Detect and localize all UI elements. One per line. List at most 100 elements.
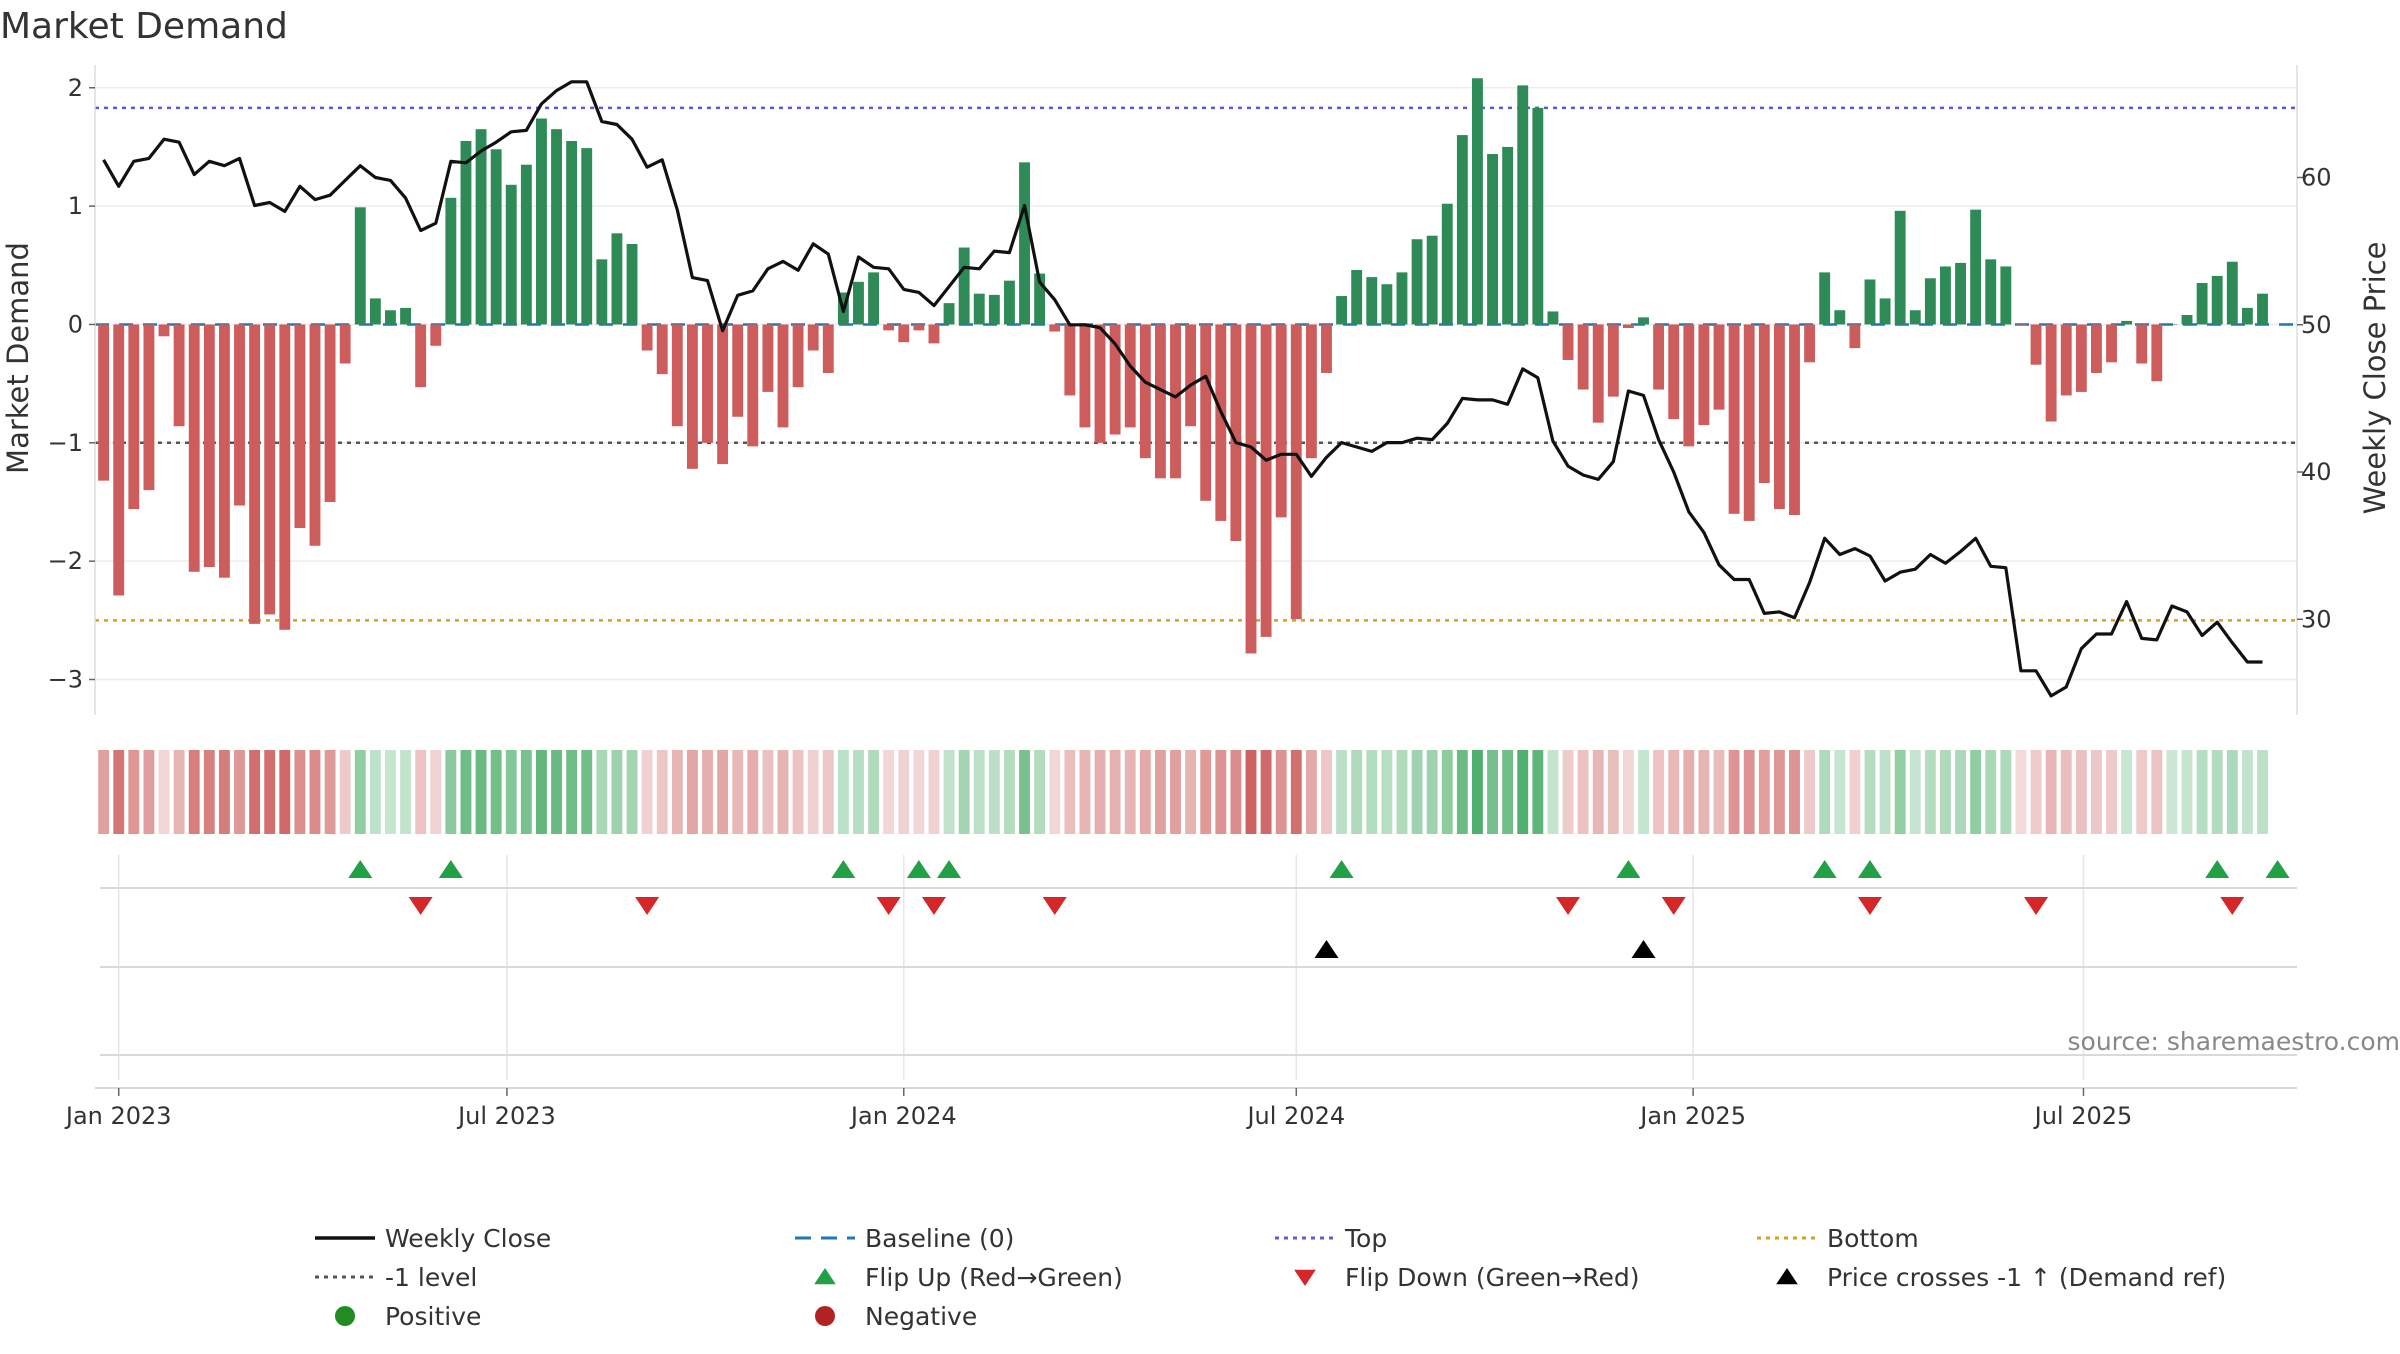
demand-bar — [2091, 324, 2102, 373]
y-left-tick-label: −1 — [48, 429, 83, 457]
demand-bar — [793, 324, 804, 387]
strip-cell — [1004, 750, 1015, 834]
strip-cell — [747, 750, 758, 834]
legend-entry: Price crosses -1 ↑ (Demand ref) — [1776, 1263, 2226, 1292]
demand-bar — [1170, 324, 1181, 478]
demand-bar — [974, 294, 985, 325]
y-left-tick-label: −2 — [48, 547, 83, 575]
flip-down-marker — [2220, 897, 2244, 915]
demand-bar — [1336, 296, 1347, 324]
strip-cell — [1804, 750, 1815, 834]
strip-cell — [687, 750, 698, 834]
strip-cell — [1774, 750, 1785, 834]
demand-bar — [1548, 311, 1559, 324]
demand-bar — [1940, 266, 1951, 324]
demand-bar — [702, 324, 713, 442]
y-left-tick-label: 0 — [68, 310, 83, 338]
strip-cell — [1578, 750, 1589, 834]
strip-cell — [823, 750, 834, 834]
strip-cell — [1049, 750, 1060, 834]
legend-swatch — [1294, 1270, 1316, 1286]
strip-cell — [808, 750, 819, 834]
legend-label: Bottom — [1827, 1224, 1919, 1253]
signal-markers — [348, 860, 2289, 958]
strip-cell — [506, 750, 517, 834]
demand-bar — [1532, 108, 1543, 325]
demand-bar — [1804, 324, 1815, 362]
strip-cell — [1079, 750, 1090, 834]
demand-bar — [898, 324, 909, 342]
demand-bar — [1125, 324, 1136, 427]
strip-cell — [1140, 750, 1151, 834]
strip-cell — [2197, 750, 2208, 834]
demand-bar — [2076, 324, 2087, 391]
demand-bar — [1698, 324, 1709, 425]
strip-cell — [2031, 750, 2042, 834]
demand-bar — [2106, 324, 2117, 362]
strip-cell — [1744, 750, 1755, 834]
strip-cell — [1442, 750, 1453, 834]
flip-down-marker — [922, 897, 946, 915]
demand-bar — [415, 324, 426, 387]
strip-cell — [2076, 750, 2087, 834]
strip-cell — [234, 750, 245, 834]
demand-bar — [2242, 308, 2253, 325]
legend-swatch — [814, 1268, 836, 1284]
demand-bar — [2121, 321, 2132, 325]
demand-bar — [279, 324, 290, 629]
demand-bar — [778, 324, 789, 427]
demand-bar — [1638, 317, 1649, 324]
y-left-tick-label: 2 — [68, 74, 83, 102]
strip-cell — [929, 750, 940, 834]
strip-cell — [1849, 750, 1860, 834]
demand-bar — [264, 324, 275, 614]
legend-label: Weekly Close — [385, 1224, 551, 1253]
strip-cell — [1653, 750, 1664, 834]
strip-cell — [1623, 750, 1634, 834]
demand-bar — [174, 324, 185, 426]
demand-bar — [1351, 270, 1362, 324]
strip-cell — [2136, 750, 2147, 834]
strip-cell — [1683, 750, 1694, 834]
chart-title: Market Demand — [0, 6, 288, 47]
demand-bar — [732, 324, 743, 416]
demand-bar — [959, 248, 970, 325]
demand-bar — [1261, 324, 1272, 636]
strip-cell — [1125, 750, 1136, 834]
flip-down-marker — [877, 897, 901, 915]
y-right-tick-label: 60 — [2301, 164, 2332, 192]
strip-cell — [1472, 750, 1483, 834]
strip-cell — [672, 750, 683, 834]
y-axis-left-label: Market Demand — [1, 242, 35, 474]
strip-cell — [1185, 750, 1196, 834]
strip-cell — [1110, 750, 1121, 834]
demand-bar — [204, 324, 215, 567]
strip-cell — [521, 750, 532, 834]
strip-cell — [1457, 750, 1468, 834]
demand-bar — [2000, 266, 2011, 324]
strip-cell — [264, 750, 275, 834]
y-axis-right-label: Weekly Close Price — [2358, 242, 2392, 515]
strip-cell — [1412, 750, 1423, 834]
demand-bar — [400, 308, 411, 325]
strip-cell — [1306, 750, 1317, 834]
strip-cell — [989, 750, 1000, 834]
strip-cell — [2242, 750, 2253, 834]
demand-bar — [913, 324, 924, 330]
strip-cell — [1246, 750, 1257, 834]
strip-cell — [2000, 750, 2011, 834]
strip-cell — [2016, 750, 2027, 834]
demand-bar — [1955, 263, 1966, 325]
demand-bar — [944, 303, 955, 324]
strip-cell — [1593, 750, 1604, 834]
demand-bar — [128, 324, 139, 509]
strip-cell — [340, 750, 351, 834]
strip-cell — [355, 750, 366, 834]
strip-cell — [1759, 750, 1770, 834]
demand-bar — [1397, 272, 1408, 324]
demand-bar — [1064, 324, 1075, 395]
source-credit: source: sharemaestro.com — [2068, 1027, 2400, 1056]
demand-bar — [98, 324, 109, 480]
strip-cell — [883, 750, 894, 834]
